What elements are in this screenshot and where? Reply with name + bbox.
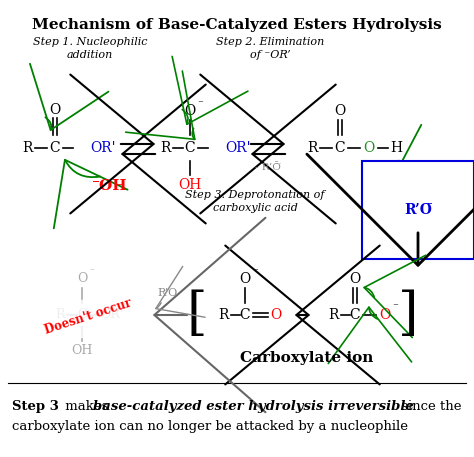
Text: OR': OR' [90, 141, 116, 155]
Text: OH: OH [178, 178, 201, 192]
Text: R: R [307, 141, 317, 155]
Text: O: O [364, 141, 374, 155]
Text: C: C [350, 308, 360, 322]
Text: ⁻: ⁻ [90, 267, 94, 276]
Text: [: [ [187, 289, 207, 340]
Text: R: R [328, 308, 338, 322]
Text: R: R [160, 141, 170, 155]
Text: R: R [22, 141, 32, 155]
Text: R’O: R’O [158, 288, 178, 298]
Text: C: C [77, 308, 87, 322]
Text: carboxylate ion can no longer be attacked by a nucleophile: carboxylate ion can no longer be attacke… [12, 420, 408, 433]
Text: since the: since the [397, 400, 462, 413]
Text: ⁻: ⁻ [392, 302, 398, 312]
Text: ⁻: ⁻ [197, 99, 203, 109]
Text: O: O [270, 308, 282, 322]
Text: C: C [50, 141, 60, 155]
Text: Step 3: Step 3 [12, 400, 59, 413]
Text: ⁻OH: ⁻OH [92, 179, 128, 193]
Text: C: C [335, 141, 346, 155]
Text: Step 3. Deprotonation of: Step 3. Deprotonation of [185, 190, 325, 200]
Text: O: O [334, 104, 346, 118]
Text: O: O [49, 103, 61, 117]
Text: carboxylic acid: carboxylic acid [212, 203, 298, 213]
Text: Doesn't occur: Doesn't occur [43, 297, 133, 337]
Text: OH: OH [71, 344, 93, 356]
Text: of ⁻OR’: of ⁻OR’ [250, 50, 290, 60]
Text: C: C [185, 141, 195, 155]
Text: - R’Ō̅: - R’Ō̅ [255, 164, 281, 172]
Text: O: O [184, 104, 196, 118]
Text: R: R [55, 308, 65, 322]
Text: O: O [349, 272, 361, 286]
Text: OR': OR' [100, 308, 124, 322]
Text: H: H [390, 141, 402, 155]
Text: O: O [239, 272, 251, 286]
Text: Step 1. Nucleophilic: Step 1. Nucleophilic [33, 37, 147, 47]
Text: addition: addition [67, 50, 113, 60]
Text: ⁻: ⁻ [252, 267, 258, 277]
Text: OR': OR' [225, 141, 250, 155]
Text: O: O [379, 308, 391, 322]
Text: R’O̅: R’O̅ [404, 203, 432, 217]
Text: Mechanism of Base-Catalyzed Esters Hydrolysis: Mechanism of Base-Catalyzed Esters Hydro… [32, 18, 442, 32]
Text: Step 2. Elimination: Step 2. Elimination [216, 37, 324, 47]
Text: base-catalyzed ester hydrolysis irreversible: base-catalyzed ester hydrolysis irrevers… [93, 400, 414, 413]
Text: R: R [218, 308, 228, 322]
Text: makes: makes [61, 400, 113, 413]
Text: Carboxylate ion: Carboxylate ion [240, 351, 374, 365]
Text: C: C [240, 308, 250, 322]
Text: O: O [77, 272, 87, 286]
Text: ]: ] [398, 289, 418, 340]
